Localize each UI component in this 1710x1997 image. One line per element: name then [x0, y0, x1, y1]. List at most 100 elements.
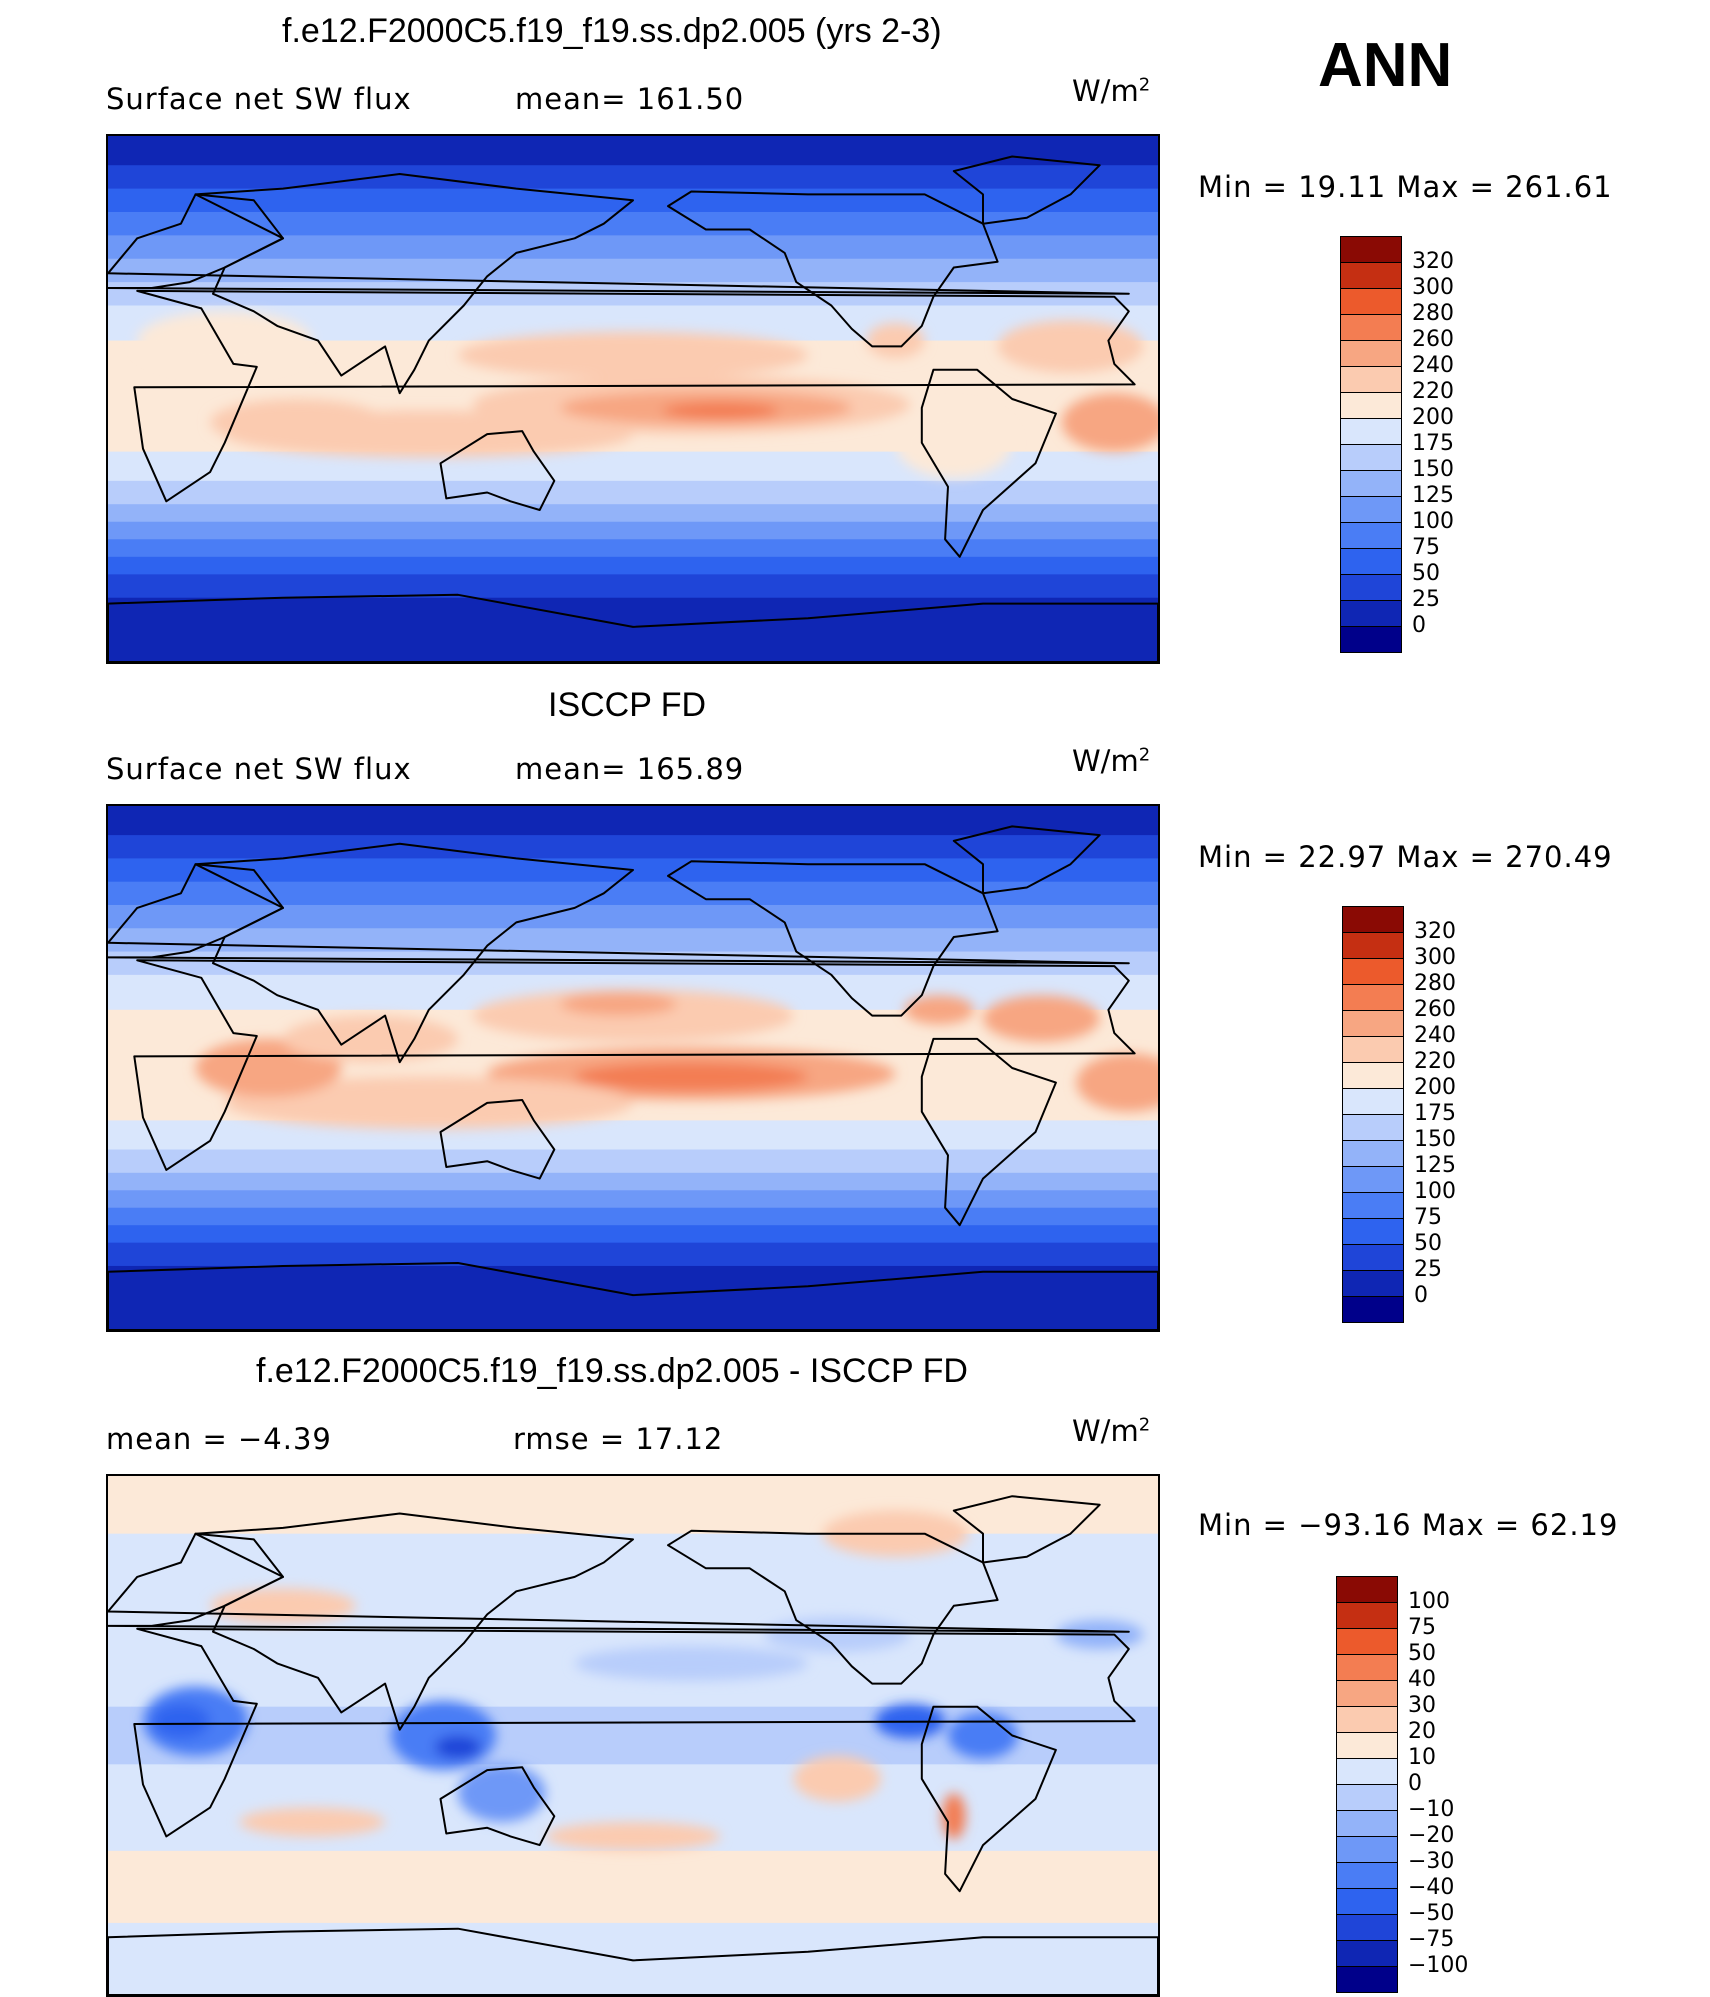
field-band — [108, 1225, 1158, 1244]
colorbar-segment — [1342, 958, 1404, 985]
field-anomaly — [574, 1062, 808, 1092]
field-anomaly — [1061, 393, 1158, 452]
colorbar-segment — [1342, 1062, 1404, 1089]
colorbar-tick-label: 75 — [1414, 1205, 1442, 1230]
colorbar-segment — [1342, 906, 1404, 933]
field-band — [108, 806, 1158, 837]
panel-2-minmax: Min = 22.97 Max = 270.49 — [1198, 840, 1613, 874]
colorbar-segment — [1340, 574, 1402, 601]
colorbar-tick-label: −40 — [1408, 1875, 1455, 1900]
field-band — [108, 1764, 1158, 1809]
field-band — [108, 258, 1158, 284]
field-band — [108, 1120, 1158, 1151]
colorbar-tick-label: 75 — [1408, 1615, 1436, 1640]
field-band — [108, 1207, 1158, 1227]
panel-3-mean-label: mean = −4.39 — [106, 1422, 332, 1456]
panel-1-units: W/m2 — [1072, 74, 1151, 108]
colorbar-segment — [1340, 236, 1402, 263]
colorbar-segment — [1336, 1784, 1398, 1811]
field-band — [108, 521, 1158, 541]
colorbar-segment — [1336, 1576, 1398, 1603]
colorbar-tick-label: 50 — [1412, 561, 1440, 586]
field-band — [108, 1476, 1158, 1535]
colorbar-segment — [1336, 1680, 1398, 1707]
colorbar-segment — [1340, 470, 1402, 497]
field-band — [108, 1951, 1158, 1995]
colorbar-tick-label: −10 — [1408, 1797, 1455, 1822]
colorbar-tick-label: 260 — [1412, 327, 1454, 352]
panel-3-colorbar: −100 −75 −50 −40 −30 −20 −10 0 10 20 30 40 50 75 100 — [1336, 1576, 1536, 1993]
panel-2-colorbar: 0 25 50 75 100 125 150 175 200 220 240 260 280 300 320 — [1342, 906, 1542, 1323]
colorbar-segment — [1342, 1036, 1404, 1063]
field-anomaly — [239, 1807, 386, 1837]
colorbar-tick-label: 280 — [1414, 971, 1456, 996]
field-anomaly — [545, 1822, 721, 1851]
field-band — [108, 1172, 1158, 1192]
field-anomaly — [472, 989, 794, 1042]
colorbar-tick-label: 280 — [1412, 301, 1454, 326]
coastline-australia — [439, 1766, 556, 1847]
colorbar-segment — [1342, 1140, 1404, 1167]
colorbar-segment — [1336, 1940, 1398, 1967]
field-anomaly — [210, 1588, 356, 1624]
panel-2-mean-label: mean= 165.89 — [515, 752, 745, 786]
panel-3-title: f.e12.F2000C5.f19_f19.ss.dp2.005 - ISCCP… — [256, 1352, 968, 1390]
colorbar-tick-label: −100 — [1408, 1953, 1469, 1978]
field-anomaly — [137, 311, 313, 370]
colorbar-tick-label: 125 — [1412, 483, 1454, 508]
colorbar-tick-label: 50 — [1414, 1231, 1442, 1256]
coastline-antarctica — [108, 1927, 1158, 1995]
panel-2-variable-label: Surface net SW flux — [106, 752, 412, 786]
colorbar-segment — [1340, 262, 1402, 289]
field-band — [108, 597, 1158, 662]
colorbar-tick-label: −20 — [1408, 1823, 1455, 1848]
coastline-samerica — [920, 1037, 1057, 1227]
colorbar-tick-label: 200 — [1412, 405, 1454, 430]
field-anomaly — [434, 1735, 482, 1759]
panel-3-rmse-label: rmse = 17.12 — [513, 1422, 724, 1456]
colorbar-tick-label: 240 — [1412, 353, 1454, 378]
colorbar-segment — [1340, 418, 1402, 445]
colorbar-tick-label: 20 — [1408, 1719, 1436, 1744]
coastline-samerica — [920, 368, 1057, 558]
field-band — [108, 235, 1158, 260]
field-band — [108, 1265, 1158, 1330]
field-band — [108, 904, 1158, 930]
field-band — [108, 574, 1158, 599]
colorbar-segment — [1342, 984, 1404, 1011]
coastline-europe — [108, 863, 1130, 965]
field-band — [108, 1242, 1158, 1267]
colorbar-tick-label: 50 — [1408, 1641, 1436, 1666]
colorbar-tick-label: 220 — [1412, 379, 1454, 404]
field-anomaly — [574, 1646, 808, 1681]
panel-2-title: ISCCP FD — [548, 686, 707, 724]
panel-1-variable-label: Surface net SW flux — [106, 82, 412, 116]
panel-2-map — [106, 804, 1160, 1332]
colorbar-segment — [1340, 314, 1402, 341]
colorbar-segment — [1336, 1602, 1398, 1629]
colorbar-tick-label: 100 — [1412, 509, 1454, 534]
field-band — [108, 1850, 1158, 1896]
coastline-antarctica — [108, 593, 1158, 662]
colorbar-segment — [1342, 1010, 1404, 1037]
colorbar-segment — [1340, 444, 1402, 471]
colorbar-segment — [1342, 1270, 1404, 1297]
colorbar-tick-label: 300 — [1414, 945, 1456, 970]
field-anomaly — [997, 320, 1144, 373]
field-anomaly — [866, 323, 925, 359]
field-anomaly — [283, 1015, 458, 1063]
colorbar-segment — [1336, 1966, 1398, 1993]
colorbar-segment — [1340, 366, 1402, 393]
field-band — [108, 165, 1158, 190]
colorbar-segment — [1340, 626, 1402, 653]
colorbar-tick-label: 260 — [1414, 997, 1456, 1022]
colorbar-tick-label: −50 — [1408, 1901, 1455, 1926]
field-anomaly — [151, 1703, 211, 1739]
colorbar-tick-label: 75 — [1412, 535, 1440, 560]
colorbar-tick-label: −30 — [1408, 1849, 1455, 1874]
field-band — [108, 1149, 1158, 1174]
colorbar-segment — [1340, 522, 1402, 549]
colorbar-tick-label: 40 — [1408, 1667, 1436, 1692]
colorbar-tick-label: 175 — [1414, 1101, 1456, 1126]
colorbar-tick-label: −75 — [1408, 1927, 1455, 1952]
